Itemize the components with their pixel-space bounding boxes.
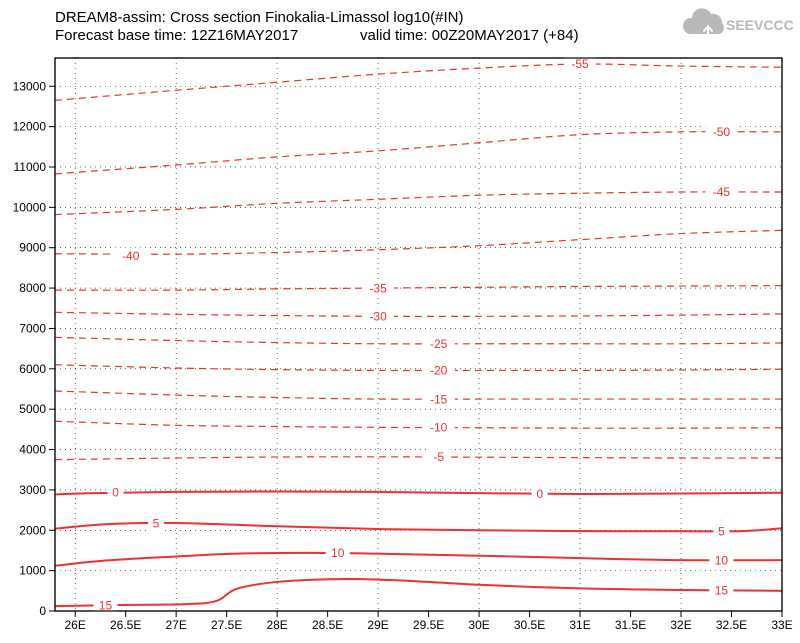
contour-line	[55, 64, 782, 100]
contour-label: -10	[430, 421, 448, 435]
y-tick-label: 11000	[14, 160, 47, 174]
y-tick-label: 8000	[19, 281, 46, 295]
y-tick-label: 13000	[13, 79, 47, 93]
x-tick-label: 30E	[468, 618, 489, 632]
x-tick-label: 31.5E	[615, 618, 646, 632]
contour-label: 10	[331, 546, 345, 560]
y-tick-label: 9000	[19, 241, 46, 255]
contour-label: 0	[536, 487, 543, 501]
x-tick-label: 28E	[266, 618, 287, 632]
contour-label: -20	[430, 364, 448, 378]
contour-line	[55, 579, 782, 606]
x-tick-label: 26.5E	[110, 618, 141, 632]
x-tick-label: 28.5E	[312, 618, 343, 632]
contour-line	[55, 337, 782, 344]
title-line-1: DREAM8-assim: Cross section Finokalia-Li…	[55, 9, 463, 26]
contour-line	[55, 365, 782, 371]
x-tick-label: 32E	[670, 618, 691, 632]
contour-label: -25	[430, 337, 448, 351]
x-tick-label: 26E	[65, 618, 86, 632]
contour-line	[55, 553, 782, 566]
contour-label: -55	[571, 57, 589, 71]
contour-line	[55, 391, 782, 399]
contour-line	[55, 492, 782, 495]
contour-line	[55, 132, 782, 174]
x-tick-label: 33E	[771, 618, 792, 632]
logo-text: SEEVCCC	[726, 17, 794, 33]
contour-label: -45	[713, 185, 731, 199]
contour-label: 10	[715, 554, 729, 568]
y-tick-label: 5000	[19, 402, 46, 416]
contour-chart: DREAM8-assim: Cross section Finokalia-Li…	[0, 0, 800, 643]
contour-label: -15	[430, 392, 448, 406]
contour-line	[55, 230, 782, 254]
contour-label: 0	[112, 485, 119, 499]
contour-line	[55, 192, 782, 215]
y-tick-label: 4000	[19, 443, 46, 457]
contour-label: 15	[715, 584, 729, 598]
contour-label: -35	[369, 282, 387, 296]
x-tick-label: 27E	[165, 618, 186, 632]
y-tick-label: 12000	[13, 120, 47, 134]
contour-line	[55, 523, 782, 531]
y-tick-label: 0	[39, 604, 46, 618]
y-tick-label: 3000	[19, 483, 46, 497]
contour-line	[55, 286, 782, 291]
plot-border	[55, 58, 782, 611]
contour-label: -40	[122, 249, 140, 263]
title-line-2-right: valid time: 00Z20MAY2017 (+84)	[360, 27, 579, 44]
y-tick-label: 1000	[19, 564, 46, 578]
x-tick-label: 29E	[367, 618, 388, 632]
contour-label: -30	[369, 310, 387, 324]
contour-label: -5	[433, 450, 444, 464]
x-tick-label: 29.5E	[413, 618, 444, 632]
contour-line	[55, 312, 782, 316]
title-line-2-left: Forecast base time: 12Z16MAY2017	[55, 27, 298, 44]
contour-label: -50	[713, 125, 731, 139]
contour-label: 5	[718, 524, 725, 538]
contour-label: 5	[153, 517, 160, 531]
y-tick-label: 10000	[13, 200, 47, 214]
chart-container: DREAM8-assim: Cross section Finokalia-Li…	[0, 0, 800, 643]
y-tick-label: 6000	[19, 362, 46, 376]
y-tick-label: 7000	[19, 321, 46, 335]
logo-seevccc: SEEVCCC	[683, 8, 794, 35]
x-tick-label: 32.5E	[716, 618, 747, 632]
y-tick-label: 2000	[19, 523, 46, 537]
contour-line	[55, 421, 782, 428]
contour-line	[55, 457, 782, 460]
x-tick-label: 27.5E	[211, 618, 242, 632]
x-tick-label: 30.5E	[514, 618, 545, 632]
x-tick-label: 31E	[569, 618, 590, 632]
